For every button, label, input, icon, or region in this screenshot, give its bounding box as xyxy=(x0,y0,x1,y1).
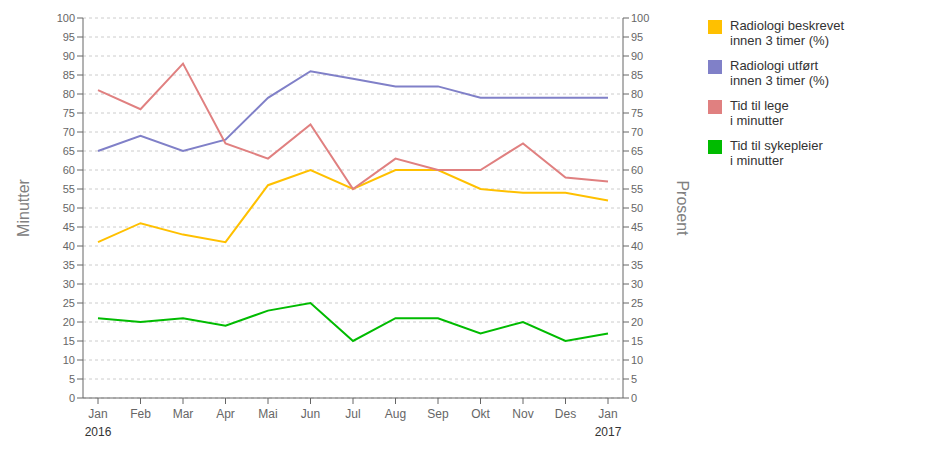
svg-text:Feb: Feb xyxy=(130,407,151,421)
svg-text:50: 50 xyxy=(631,202,643,214)
svg-text:Aug: Aug xyxy=(385,407,406,421)
svg-text:Minutter: Minutter xyxy=(15,178,32,236)
svg-text:95: 95 xyxy=(631,31,643,43)
svg-text:Nov: Nov xyxy=(512,407,533,421)
svg-text:20: 20 xyxy=(63,316,75,328)
svg-text:45: 45 xyxy=(63,221,75,233)
html-text:Tid til sykepleier i minutter: Tid til sykepleier i minutter xyxy=(730,138,823,168)
svg-text:Sep: Sep xyxy=(427,407,449,421)
svg-text:Apr: Apr xyxy=(216,407,235,421)
svg-text:Jul: Jul xyxy=(345,407,360,421)
svg-text:70: 70 xyxy=(63,126,75,138)
svg-text:30: 30 xyxy=(63,278,75,290)
svg-text:Jan: Jan xyxy=(88,407,107,421)
svg-text:Mai: Mai xyxy=(258,407,277,421)
svg-text:50: 50 xyxy=(63,202,75,214)
svg-text:55: 55 xyxy=(63,183,75,195)
svg-text:0: 0 xyxy=(69,392,75,404)
svg-text:90: 90 xyxy=(63,50,75,62)
svg-text:25: 25 xyxy=(63,297,75,309)
svg-text:35: 35 xyxy=(63,259,75,271)
svg-text:80: 80 xyxy=(631,88,643,100)
svg-text:0: 0 xyxy=(631,392,637,404)
svg-text:30: 30 xyxy=(631,278,643,290)
svg-text:40: 40 xyxy=(631,240,643,252)
svg-text:Prosent: Prosent xyxy=(674,180,691,236)
svg-text:100: 100 xyxy=(631,12,649,24)
svg-text:10: 10 xyxy=(631,354,643,366)
svg-text:85: 85 xyxy=(631,69,643,81)
svg-text:75: 75 xyxy=(631,107,643,119)
svg-text:Des: Des xyxy=(555,407,576,421)
svg-text:5: 5 xyxy=(631,373,637,385)
svg-text:80: 80 xyxy=(63,88,75,100)
svg-text:Jan: Jan xyxy=(598,407,617,421)
svg-text:90: 90 xyxy=(631,50,643,62)
svg-text:5: 5 xyxy=(69,373,75,385)
svg-text:85: 85 xyxy=(63,69,75,81)
svg-text:10: 10 xyxy=(63,354,75,366)
svg-text:Mar: Mar xyxy=(173,407,194,421)
svg-text:65: 65 xyxy=(631,145,643,157)
svg-text:2017: 2017 xyxy=(595,425,622,439)
svg-text:Jun: Jun xyxy=(301,407,320,421)
svg-text:70: 70 xyxy=(631,126,643,138)
svg-text:60: 60 xyxy=(63,164,75,176)
svg-text:45: 45 xyxy=(631,221,643,233)
html-text:Tid til lege i minutter: Tid til lege i minutter xyxy=(730,98,789,128)
svg-text:40: 40 xyxy=(63,240,75,252)
svg-text:Okt: Okt xyxy=(471,407,490,421)
html-text:Radiologi beskrevet innen 3 ti: Radiologi beskrevet innen 3 timer (%) xyxy=(730,18,845,48)
svg-text:100: 100 xyxy=(57,12,75,24)
html-text:Radiologi utført innen 3 timer: Radiologi utført innen 3 timer (%) xyxy=(730,58,829,88)
svg-text:75: 75 xyxy=(63,107,75,119)
svg-text:65: 65 xyxy=(63,145,75,157)
svg-text:60: 60 xyxy=(631,164,643,176)
svg-text:2016: 2016 xyxy=(85,425,112,439)
svg-text:55: 55 xyxy=(631,183,643,195)
svg-text:35: 35 xyxy=(631,259,643,271)
svg-text:15: 15 xyxy=(631,335,643,347)
svg-text:15: 15 xyxy=(63,335,75,347)
svg-text:95: 95 xyxy=(63,31,75,43)
svg-text:25: 25 xyxy=(631,297,643,309)
svg-text:20: 20 xyxy=(631,316,643,328)
